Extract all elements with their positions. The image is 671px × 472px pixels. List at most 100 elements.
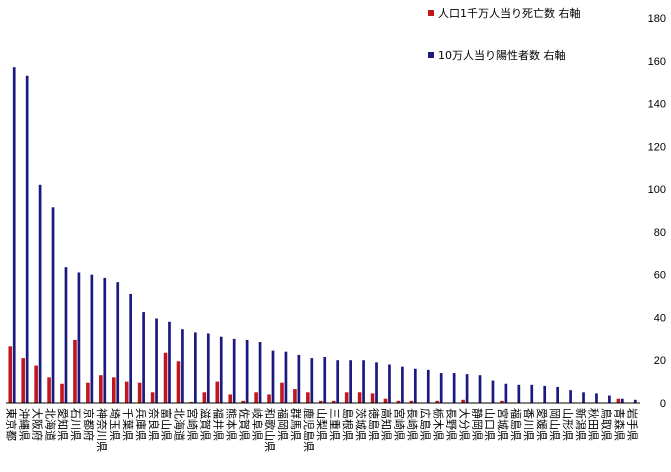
bar-positives <box>129 293 133 403</box>
bar-positives <box>310 358 314 403</box>
legend-swatch-positives <box>428 52 434 58</box>
y-tick-label: 0 <box>660 398 666 410</box>
bar-deaths <box>150 392 155 403</box>
bar-positives <box>206 333 210 403</box>
category-label: 鳥取県 <box>600 408 614 441</box>
bar-deaths <box>435 400 440 403</box>
bar-positives <box>595 393 598 403</box>
bar-deaths <box>500 400 504 403</box>
category-label: 青森県 <box>613 408 627 441</box>
plot-area <box>8 67 637 403</box>
bar-positives <box>517 384 521 403</box>
bar-positives <box>64 267 68 403</box>
category-label: 北海道 <box>43 408 57 441</box>
category-label: 長野県 <box>444 408 457 441</box>
category-label: 香川県 <box>522 408 535 441</box>
bar-positives <box>297 354 301 403</box>
category-label: 岡山県 <box>548 408 561 441</box>
category-label: 長崎県 <box>406 408 420 441</box>
category-label: 宮崎県 <box>186 408 200 441</box>
bar-positives <box>439 373 443 403</box>
bar-deaths <box>137 382 142 403</box>
y-tick-label: 120 <box>648 141 666 153</box>
category-label: 福島県 <box>509 408 523 441</box>
bar-deaths <box>280 382 284 403</box>
bar-deaths <box>21 358 26 403</box>
category-label: 岩手県 <box>626 408 640 441</box>
bar-positives <box>12 67 16 403</box>
bar-positives <box>504 383 508 403</box>
bar-deaths <box>202 392 207 403</box>
bar-deaths <box>99 375 103 403</box>
category-label: 愛媛県 <box>535 408 549 441</box>
category-label: 新潟県 <box>574 408 588 441</box>
bar-positives <box>478 375 482 403</box>
y-tick-label: 100 <box>648 184 666 196</box>
y-tick-label: 180 <box>648 13 666 25</box>
category-label: 秋田県 <box>587 408 601 441</box>
bar-deaths <box>176 361 181 403</box>
bar-deaths <box>47 377 51 403</box>
category-label: 宮城県 <box>496 408 510 441</box>
x-axis: 東京都 沖縄県 大阪府 北海道 愛知県 石川県 京都府 神奈川県 埼玉県 千葉県 兵庫県 奈良県 富山県… <box>4 402 640 452</box>
category-label: 大分県 <box>457 408 471 441</box>
category-label: 福岡県 <box>276 408 290 441</box>
category-label: 栃木県 <box>431 408 445 441</box>
y-tick-label: 40 <box>654 312 666 324</box>
bar-positives <box>530 384 534 403</box>
category-label: 京都府 <box>82 408 96 441</box>
bar-positives <box>375 362 378 403</box>
y-tick-label: 160 <box>648 56 666 68</box>
legend-label-deaths: 人口1千万人当り死亡数 右軸 <box>438 6 581 20</box>
bar-deaths <box>111 377 116 403</box>
category-label: 富山県 <box>160 408 174 441</box>
bar-deaths <box>86 382 90 403</box>
y-tick-label: 20 <box>654 355 666 367</box>
category-label: 山梨県 <box>315 408 329 441</box>
category-label: 滋賀県 <box>199 408 212 441</box>
bar-positives <box>633 399 637 403</box>
bar-positives <box>362 360 365 403</box>
bar-deaths <box>189 401 194 403</box>
bar-positives <box>608 395 611 403</box>
category-label: 兵庫県 <box>134 408 148 441</box>
bar-positives <box>77 272 81 403</box>
legend-swatch-deaths <box>428 10 434 16</box>
bar-positives <box>258 342 262 403</box>
y-tick-label: 80 <box>654 227 666 239</box>
category-label: 北海道 <box>173 408 187 441</box>
category-label: 大阪府 <box>30 408 44 441</box>
bar-deaths <box>306 392 310 403</box>
bar-positives <box>219 336 223 403</box>
category-label: 千葉県 <box>121 408 135 441</box>
bar-deaths <box>254 392 258 403</box>
category-label: 熊本県 <box>224 408 238 441</box>
y-tick-label: 60 <box>654 270 666 282</box>
bar-deaths <box>124 381 129 403</box>
category-label: 群馬県 <box>289 408 303 441</box>
bar-deaths <box>60 383 64 403</box>
bar-positives <box>38 184 42 403</box>
category-label: 石川県 <box>69 408 82 441</box>
y-tick-label: 140 <box>648 99 666 111</box>
bar-positives <box>103 277 107 403</box>
category-label: 神奈川県 <box>95 408 109 452</box>
bar-deaths <box>396 400 401 403</box>
bar-positives <box>25 75 29 403</box>
bar-positives <box>582 392 585 403</box>
category-label: 宮崎県 <box>393 408 407 441</box>
bar-positives <box>569 390 572 403</box>
y-axis: 0 20 40 60 80 100 120 140 160 180 <box>648 13 666 410</box>
bar-positives <box>452 373 456 403</box>
bar-deaths <box>228 394 233 403</box>
category-label: 佐賀県 <box>237 408 251 441</box>
bar-positives <box>491 380 495 403</box>
category-label: 岐阜県 <box>250 408 263 441</box>
bar-deaths <box>8 346 13 403</box>
bar-deaths <box>383 398 388 403</box>
bar-deaths <box>293 389 297 403</box>
bar-positives <box>349 360 352 403</box>
bar-deaths <box>34 365 38 403</box>
bar-positives <box>620 398 624 403</box>
